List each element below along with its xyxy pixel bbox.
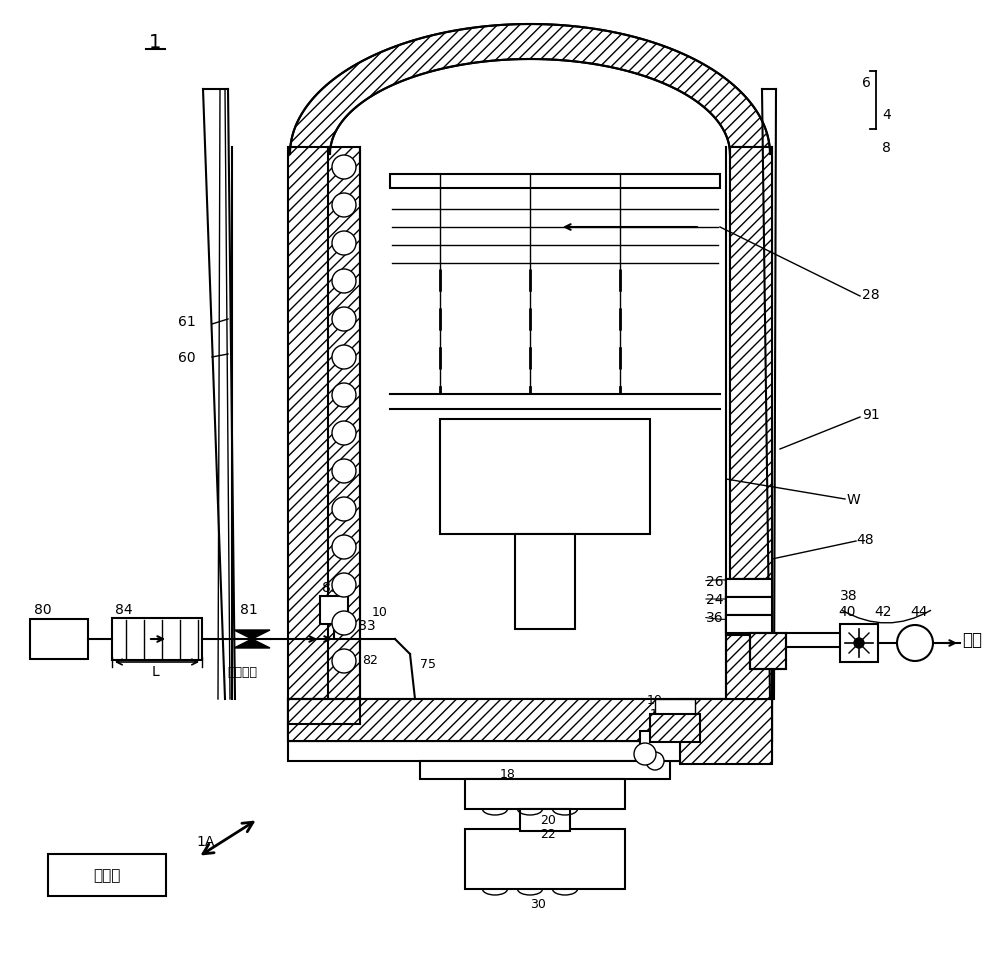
Text: 60: 60 [178,351,196,364]
Text: 10: 10 [372,605,388,617]
Text: 24: 24 [706,592,724,607]
Text: 30: 30 [530,898,546,911]
Bar [640,731,680,761]
Text: 91: 91 [862,407,880,421]
Bar [465,829,625,889]
Text: 84: 84 [115,603,133,616]
Circle shape [897,625,933,661]
Text: L: L [151,664,159,678]
Bar [30,619,88,659]
Text: 83: 83 [358,618,376,632]
Circle shape [332,384,356,407]
Text: 48: 48 [856,532,874,546]
Circle shape [332,421,356,446]
Text: 16: 16 [650,707,666,721]
Bar [320,596,348,624]
Circle shape [332,193,356,218]
Bar [650,714,700,743]
Text: 38: 38 [840,588,858,603]
Bar [750,633,786,669]
Circle shape [332,650,356,673]
Text: 臭氧气体: 臭氧气体 [227,664,257,678]
Circle shape [332,573,356,597]
Text: 14: 14 [650,723,666,736]
Bar [420,761,670,780]
Text: 22: 22 [540,828,556,840]
Text: 排气: 排气 [962,630,982,649]
Polygon shape [234,639,270,649]
Text: 20: 20 [540,813,556,826]
Polygon shape [234,630,270,639]
Bar [840,624,878,662]
Text: 36: 36 [706,611,724,624]
Text: 28: 28 [862,287,880,302]
Text: 40: 40 [838,605,856,618]
Bar [520,809,570,831]
Circle shape [332,308,356,331]
Bar [726,616,772,633]
Text: 18: 18 [500,768,516,781]
Circle shape [854,638,864,649]
Text: 1: 1 [149,32,161,52]
Text: 82: 82 [362,653,378,665]
Text: 44: 44 [910,605,928,618]
Circle shape [646,752,664,770]
Bar [288,742,772,761]
Text: 4: 4 [882,107,891,122]
Circle shape [332,612,356,635]
Circle shape [332,535,356,560]
Circle shape [332,232,356,256]
Bar [726,597,772,616]
Bar [726,579,772,700]
Text: 85: 85 [322,580,340,594]
Text: 6: 6 [862,76,871,90]
Bar [515,534,575,629]
Text: 8: 8 [882,141,891,154]
Circle shape [332,270,356,294]
Text: W: W [847,492,861,506]
Text: 42: 42 [874,605,892,618]
Bar [730,148,772,702]
Bar [750,633,786,669]
Bar [726,579,772,635]
Text: 80: 80 [34,603,52,616]
Bar [288,148,330,738]
Bar [288,700,772,742]
Circle shape [634,743,656,765]
Bar [328,148,360,702]
Bar [390,175,720,189]
Circle shape [332,459,356,484]
Text: 26: 26 [706,574,724,588]
Bar [112,618,202,660]
Text: 1A: 1A [196,834,214,848]
Circle shape [332,346,356,369]
Bar [465,780,625,809]
Text: 61: 61 [178,315,196,328]
Circle shape [332,497,356,522]
Bar [288,700,772,742]
Text: 75: 75 [420,658,436,671]
Circle shape [332,156,356,180]
Text: P: P [910,636,920,651]
Bar [48,854,166,896]
Bar [730,148,772,738]
Bar [440,419,650,534]
Bar [726,579,772,597]
Polygon shape [290,25,770,154]
Text: 81: 81 [240,603,258,616]
Bar [655,700,695,729]
Text: 10: 10 [647,693,663,705]
Text: 控制部: 控制部 [93,868,121,882]
Bar [680,700,772,764]
